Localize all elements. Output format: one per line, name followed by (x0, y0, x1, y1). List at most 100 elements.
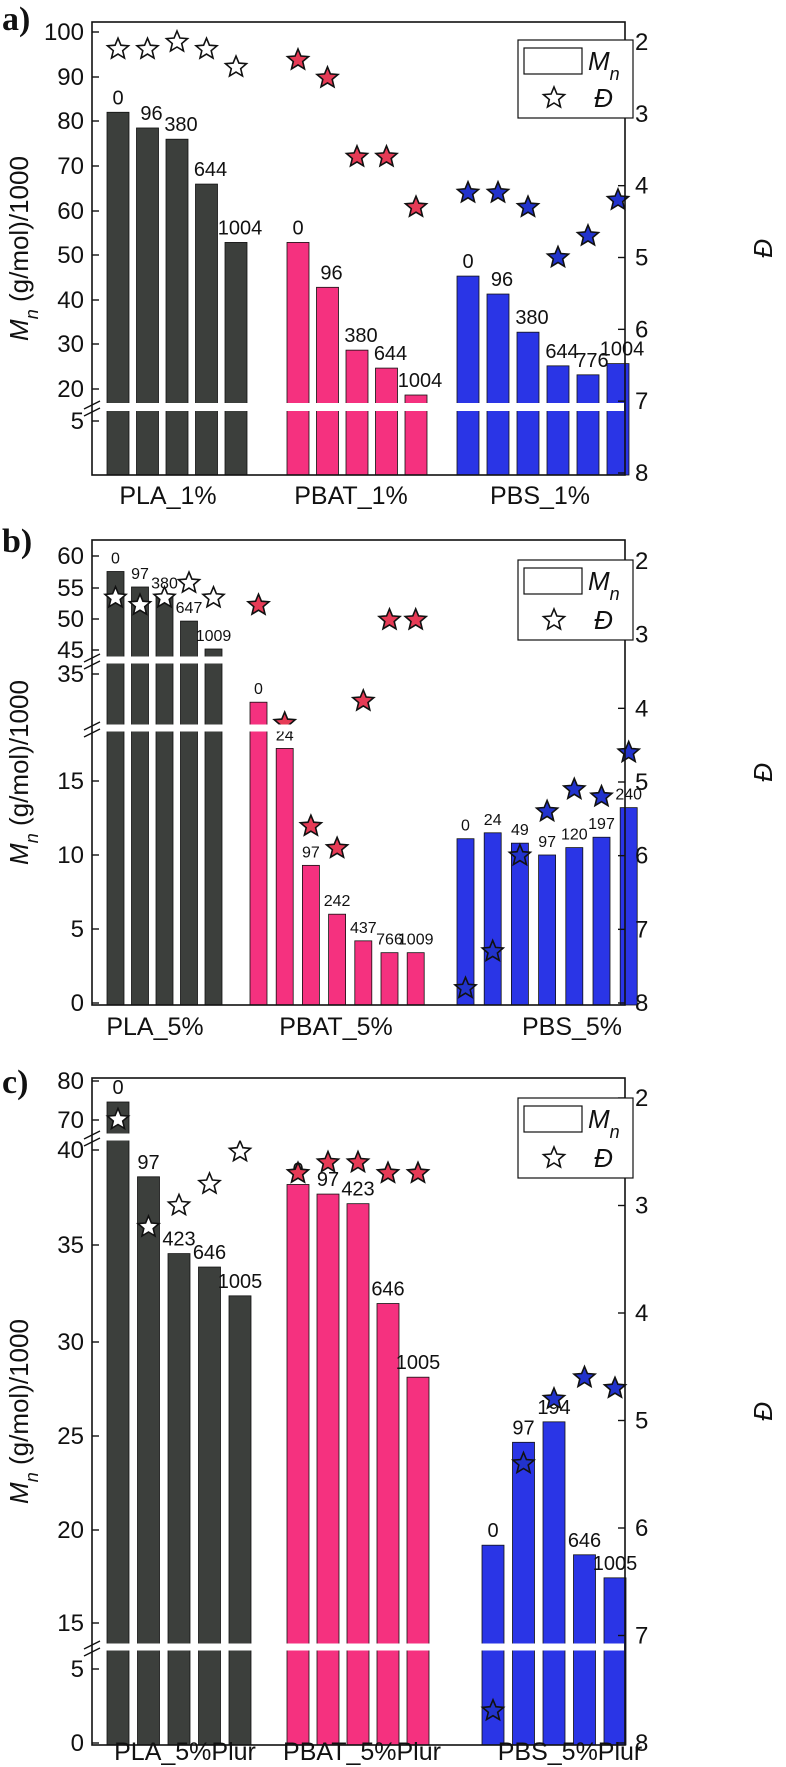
bar-PBS_5%-240 (619, 807, 638, 1006)
dispersity-star (344, 143, 370, 168)
left-tick-label: 10 (57, 842, 84, 869)
bar-PBAT_5%Plur-423 (346, 1203, 370, 1746)
dispersity-star (193, 36, 220, 60)
legend-M: M (588, 566, 610, 596)
dispersity-star (377, 606, 402, 631)
bar-label: 1004 (600, 339, 645, 361)
right-tick-label: 6 (635, 1515, 648, 1542)
bar-label: 380 (151, 575, 178, 592)
bar-label: 96 (320, 262, 342, 284)
left-tick-label: 5 (71, 1656, 84, 1683)
legend-n: n (610, 584, 620, 604)
bar-label: 0 (112, 1077, 123, 1099)
left-tick-label: 20 (57, 376, 84, 403)
bar-label: 1005 (396, 1352, 441, 1374)
dispersity-star (480, 1697, 506, 1722)
bar-PBAT_1%-380 (345, 349, 369, 476)
bar-PBAT_1%-96 (316, 286, 339, 476)
left-tick-label: 5 (71, 408, 84, 435)
left-tick-label: 20 (57, 1517, 84, 1544)
bar-PLA_1%-96 (136, 127, 159, 476)
left-tick-label: 0 (71, 1730, 84, 1757)
dispersity-star (176, 570, 202, 594)
bar-PBAT_5%Plur-1005 (406, 1376, 430, 1746)
dispersity-star (605, 186, 631, 211)
dispersity-star (616, 739, 642, 764)
bar-label: 423 (162, 1229, 195, 1251)
bar-PLA_5%-647 (180, 620, 198, 1006)
bar-PBAT_5%Plur-97 (316, 1193, 340, 1746)
right-tick-label: 7 (635, 916, 648, 943)
dispersity-star (315, 1149, 341, 1174)
right-tick-label: 2 (635, 1085, 648, 1112)
panel-label: b) (2, 523, 32, 560)
bar-label: 423 (341, 1179, 374, 1201)
dispersity-star (534, 798, 560, 823)
right-tick-label: 5 (635, 245, 648, 272)
legend-n: n (610, 1122, 620, 1142)
dispersity-star (507, 842, 533, 867)
dispersity-star (166, 1192, 192, 1217)
panel-a: a)0963806441004PLA_1%0963806441004PBAT_1… (2, 1, 778, 510)
left-tick-label: 100 (44, 19, 84, 46)
legend: MnĐ (517, 559, 634, 641)
left-tick-label: 5 (71, 916, 84, 943)
bar-PBS_5%Plur-1005 (603, 1577, 627, 1746)
left-tick-label: 0 (71, 990, 84, 1017)
legend-star-icon (541, 1144, 567, 1169)
dispersity-star (285, 1160, 311, 1184)
axis-break-band (93, 656, 624, 664)
bar-label: 0 (111, 551, 120, 568)
right-tick-label: 6 (635, 843, 648, 870)
right-tick-label: 2 (635, 29, 648, 56)
dispersity-star (105, 1106, 131, 1131)
bar-PLA_5%-0 (106, 571, 125, 1006)
right-tick-label: 3 (635, 1193, 648, 1220)
left-tick-label: 15 (57, 1610, 84, 1637)
bar-label: 97 (538, 834, 556, 851)
bar-label: 766 (376, 932, 403, 949)
plot-frame (91, 1077, 626, 1746)
bar-label: 49 (511, 822, 529, 839)
bar-PBAT_5%-24 (275, 748, 294, 1006)
bar-label: 0 (254, 681, 263, 698)
left-tick-label: 80 (57, 108, 84, 135)
right-tick-label: 5 (635, 769, 648, 796)
bar-label: 97 (137, 1152, 159, 1174)
right-tick-label: 2 (635, 548, 648, 575)
y-axis-label-right: Đ (748, 239, 778, 258)
bar-PBS_5%-24 (483, 832, 502, 1006)
bar-PBS_1%-644 (546, 365, 570, 476)
dispersity-star (452, 975, 479, 999)
dispersity-star (314, 64, 341, 89)
category-label: PLA_5%Plur (114, 1738, 256, 1766)
right-tick-label: 5 (635, 1408, 648, 1435)
legend-M: M (588, 1104, 610, 1134)
bar-label: 0 (461, 818, 470, 835)
legend-d-text: Đ (594, 1143, 613, 1173)
legend: MnĐ (517, 1097, 634, 1179)
dispersity-star (201, 584, 226, 609)
dispersity-star (405, 1160, 431, 1184)
left-tick-label: 90 (57, 64, 84, 91)
dispersity-star (223, 54, 249, 78)
ylabel-rest: (g/mol)/1000 (4, 680, 34, 833)
category-label: PBAT_1% (294, 482, 407, 510)
left-tick-label: 70 (57, 1107, 84, 1134)
bar-label: 242 (324, 893, 351, 910)
dispersity-star (345, 1149, 371, 1174)
y-axis-label-left: Mn (g/mol)/1000 (4, 1319, 42, 1504)
legend-mn-text: Mn (588, 566, 620, 604)
bar-PBS_5%-120 (565, 847, 584, 1006)
bar-PBS_5%-197 (592, 836, 611, 1006)
legend-star-icon (541, 84, 567, 109)
bar-label: 0 (292, 217, 303, 239)
bar-label: 647 (176, 600, 203, 617)
right-tick-label: 6 (635, 316, 648, 343)
bar-label: 120 (561, 827, 588, 844)
bar-label: 644 (374, 343, 407, 365)
